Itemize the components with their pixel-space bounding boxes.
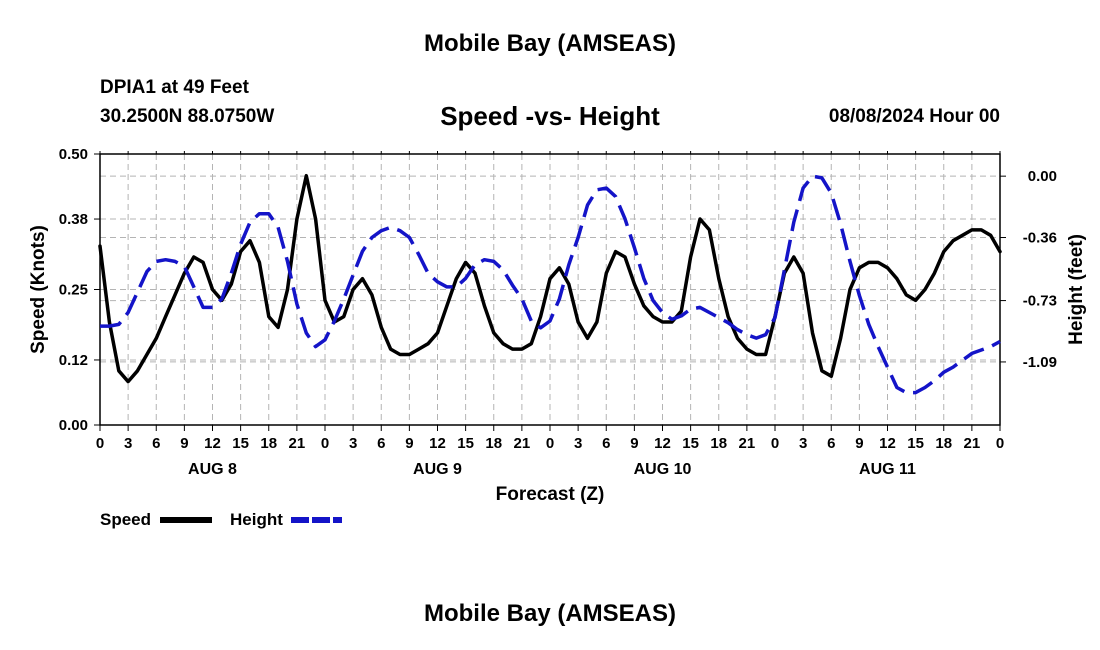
x-tick-label: 18 xyxy=(260,435,277,452)
series-line-speed xyxy=(98,173,1002,384)
legend-label-speed: Speed xyxy=(100,510,151,529)
forecast-datetime: 08/08/2024 Hour 00 xyxy=(828,106,1000,127)
y-tick-label-left: 0.00 xyxy=(59,417,88,434)
y-tick-label-right: 0.00 xyxy=(1028,168,1057,185)
x-tick-label: 21 xyxy=(289,435,306,452)
y-tick-label-right: -1.09 xyxy=(1023,354,1057,371)
station-name: DPIA1 at 49 Feet xyxy=(100,77,249,98)
x-tick-label: 3 xyxy=(799,435,807,452)
x-tick-label: 0 xyxy=(546,435,554,452)
x-tick-label: 15 xyxy=(907,435,924,452)
chart-title: Speed -vs- Height xyxy=(440,101,660,131)
day-label: AUG 8 xyxy=(188,461,237,478)
y-tick-label-left: 0.50 xyxy=(59,146,88,163)
y-tick-label-left: 0.38 xyxy=(59,211,88,228)
x-tick-label: 12 xyxy=(879,435,896,452)
x-tick-label: 18 xyxy=(935,435,952,452)
station-coords: 30.2500N 88.0750W xyxy=(100,106,275,127)
x-tick-label: 21 xyxy=(514,435,531,452)
plot-frame xyxy=(99,153,1001,426)
legend-label-height: Height xyxy=(230,510,283,529)
x-tick-label: 15 xyxy=(457,435,474,452)
x-tick-label: 12 xyxy=(204,435,221,452)
x-tick-label: 0 xyxy=(96,435,104,452)
x-tick-label: 6 xyxy=(827,435,835,452)
day-label: AUG 9 xyxy=(413,461,462,478)
x-tick-label: 15 xyxy=(682,435,699,452)
x-tick-label: 18 xyxy=(710,435,727,452)
x-tick-label: 3 xyxy=(349,435,357,452)
y-axis-title-right: Height (feet) xyxy=(1066,234,1087,345)
x-tick-label: 9 xyxy=(855,435,863,452)
x-tick-label: 21 xyxy=(964,435,981,452)
x-tick-label: 12 xyxy=(429,435,446,452)
x-tick-label: 3 xyxy=(574,435,582,452)
x-tick-label: 9 xyxy=(180,435,188,452)
y-tick-label-left: 0.12 xyxy=(59,352,88,369)
x-tick-label: 18 xyxy=(485,435,502,452)
footer-title: Mobile Bay (AMSEAS) xyxy=(423,600,677,627)
y-tick-label-right: -0.73 xyxy=(1023,293,1057,310)
x-tick-label: 6 xyxy=(377,435,385,452)
x-tick-label: 9 xyxy=(405,435,413,452)
x-tick-label: 0 xyxy=(321,435,329,452)
x-tick-label: 6 xyxy=(602,435,610,452)
page-title: Mobile Bay (AMSEAS) xyxy=(423,30,677,57)
y-tick-label-right: -0.36 xyxy=(1023,230,1057,247)
day-label: AUG 10 xyxy=(634,461,692,478)
x-tick-label: 0 xyxy=(771,435,779,452)
series-line-height xyxy=(100,174,1001,395)
x-tick-label: 12 xyxy=(654,435,671,452)
x-tick-label: 21 xyxy=(739,435,756,452)
x-axis-title: Forecast (Z) xyxy=(496,484,605,505)
x-tick-label: 0 xyxy=(996,435,1004,452)
y-tick-label-left: 0.25 xyxy=(59,282,88,299)
x-tick-label: 9 xyxy=(630,435,638,452)
day-label: AUG 11 xyxy=(859,461,916,478)
x-tick-label: 3 xyxy=(124,435,132,452)
x-tick-label: 6 xyxy=(152,435,160,452)
y-axis-title-left: Speed (Knots) xyxy=(28,225,49,354)
x-tick-label: 15 xyxy=(232,435,249,452)
